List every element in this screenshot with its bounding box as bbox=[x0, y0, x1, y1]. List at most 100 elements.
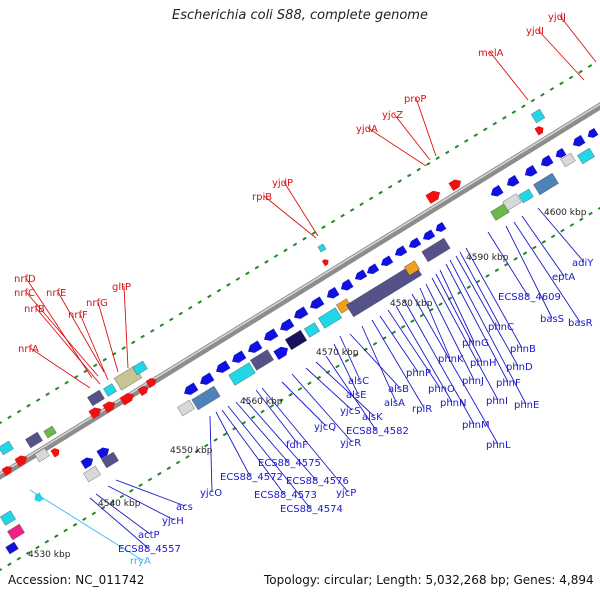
gc-mark bbox=[26, 403, 31, 408]
leader-line bbox=[465, 247, 523, 349]
gc-dash bbox=[25, 551, 31, 555]
gene-arrow bbox=[102, 401, 116, 413]
gc-mark bbox=[466, 285, 472, 290]
gene-arrow bbox=[394, 245, 408, 257]
gene-arrow bbox=[273, 346, 288, 360]
gc-dash bbox=[0, 421, 3, 425]
gene-arrow bbox=[340, 279, 354, 291]
leader-line bbox=[349, 333, 401, 389]
gc-dash bbox=[54, 386, 60, 391]
gc-dash bbox=[560, 228, 565, 233]
gc-mark bbox=[194, 449, 200, 454]
gc-mark bbox=[213, 438, 218, 442]
leader-line bbox=[215, 411, 251, 477]
gc-mark bbox=[0, 568, 3, 572]
gc-dash bbox=[110, 500, 115, 504]
gene-arrow bbox=[232, 350, 247, 363]
kbp-tick-label: 4530 kbp bbox=[28, 550, 71, 560]
leader-line bbox=[339, 335, 361, 381]
genome-backbone bbox=[0, 102, 600, 480]
gc-dash bbox=[340, 213, 345, 218]
gc-mark bbox=[157, 471, 162, 476]
gene-feature bbox=[408, 237, 422, 249]
gene-label: ECS88_4609 bbox=[498, 292, 561, 303]
gene-feature bbox=[273, 346, 288, 360]
gc-mark bbox=[540, 92, 545, 97]
gene-arrow bbox=[119, 393, 134, 406]
gene-arrow bbox=[264, 328, 279, 341]
gene-feature bbox=[25, 431, 43, 449]
gc-dash bbox=[54, 534, 59, 538]
gene-arrow bbox=[490, 185, 504, 197]
gc-mark bbox=[597, 206, 600, 210]
gene-feature bbox=[321, 259, 329, 267]
gc-dash bbox=[159, 323, 165, 327]
gene-box bbox=[43, 425, 57, 439]
gene-feature bbox=[310, 296, 325, 309]
gene-label: nrfC bbox=[14, 288, 35, 299]
gene-arrow bbox=[506, 175, 520, 187]
gene-label: phnK bbox=[438, 354, 464, 365]
leader-line bbox=[415, 97, 437, 157]
gene-box bbox=[0, 440, 14, 456]
gc-dash bbox=[72, 522, 78, 527]
gene-box bbox=[404, 260, 420, 276]
leader-line bbox=[419, 287, 451, 359]
gene-label: nrfA bbox=[18, 344, 39, 355]
gene-arrow bbox=[294, 306, 309, 319]
gene-label: phnO bbox=[428, 384, 455, 395]
gene-arrow bbox=[321, 259, 329, 267]
gc-mark bbox=[494, 268, 500, 273]
gene-feature bbox=[34, 492, 44, 502]
gc-mark bbox=[54, 386, 60, 391]
gene-feature bbox=[336, 298, 352, 314]
gc-mark bbox=[354, 353, 359, 357]
gc-mark bbox=[175, 460, 181, 465]
gc-dash bbox=[147, 477, 153, 482]
gc-mark bbox=[35, 398, 41, 402]
gene-feature bbox=[43, 425, 57, 439]
kbp-tick-label: 4550 kbp bbox=[170, 446, 213, 456]
leader-line bbox=[487, 231, 529, 297]
leader-line bbox=[387, 309, 441, 389]
gc-mark bbox=[521, 104, 526, 109]
gc-dash bbox=[92, 363, 98, 368]
gc-dash bbox=[102, 357, 107, 362]
gene-feature bbox=[0, 440, 14, 456]
gene-box bbox=[132, 360, 148, 376]
gc-mark bbox=[44, 539, 50, 544]
gc-mark bbox=[110, 500, 115, 504]
gc-dash bbox=[569, 223, 575, 227]
gc-mark bbox=[511, 110, 517, 114]
leader-line bbox=[95, 493, 151, 535]
gene-feature bbox=[540, 155, 554, 167]
gene-feature bbox=[524, 165, 538, 177]
gene-arrow bbox=[408, 237, 422, 249]
gene-feature bbox=[421, 237, 451, 263]
gene-feature bbox=[394, 245, 408, 257]
gene-label: eptA bbox=[552, 272, 575, 283]
gene-box bbox=[25, 431, 43, 449]
gene-arrow bbox=[540, 155, 554, 167]
gc-mark bbox=[302, 236, 307, 241]
gc-mark bbox=[130, 340, 136, 345]
gene-label: yjcS bbox=[340, 406, 361, 417]
gc-mark bbox=[344, 358, 350, 363]
gene-feature bbox=[284, 329, 308, 351]
leader-line bbox=[255, 389, 299, 445]
gc-mark bbox=[578, 69, 583, 74]
gene-label: nrfF bbox=[68, 310, 88, 321]
gc-mark bbox=[391, 330, 397, 335]
gene-label: phnE bbox=[514, 400, 539, 411]
gene-feature bbox=[83, 465, 101, 483]
gene-feature bbox=[518, 188, 534, 204]
gc-dash bbox=[513, 257, 518, 261]
gene-arrow bbox=[280, 318, 295, 331]
gc-mark bbox=[416, 167, 421, 172]
leader-line bbox=[79, 313, 109, 381]
gc-dash bbox=[45, 392, 50, 397]
gc-mark bbox=[513, 257, 518, 261]
gc-mark bbox=[372, 341, 378, 346]
leader-line bbox=[435, 273, 483, 363]
